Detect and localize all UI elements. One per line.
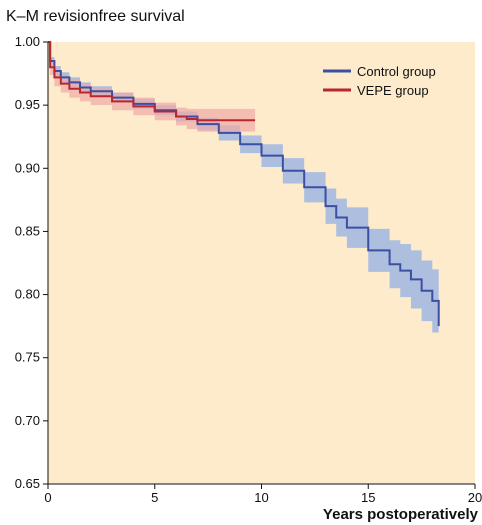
x-tick-label: 15 (361, 490, 375, 505)
x-tick-label: 0 (44, 490, 51, 505)
y-tick-label: 0.85 (15, 223, 40, 238)
y-tick-label: 0.65 (15, 476, 40, 491)
ci-band-vepe (48, 42, 256, 132)
x-tick-label: 10 (254, 490, 268, 505)
x-tick-label: 5 (151, 490, 158, 505)
y-tick-label: 0.80 (15, 287, 40, 302)
legend-label: VEPE group (357, 83, 429, 98)
chart-title: K–M revisionfree survival (6, 8, 185, 25)
x-axis-label: Years postoperatively (323, 506, 479, 523)
x-tick-label: 20 (468, 490, 482, 505)
legend: Control group VEPE group (323, 64, 436, 98)
series-line-vepe (48, 41, 256, 122)
y-tick-label: 1.00 (15, 34, 40, 49)
legend-label: Control group (357, 64, 436, 79)
y-tick-label: 0.75 (15, 350, 40, 365)
series-line-control (48, 41, 440, 327)
y-tick-label: 0.95 (15, 97, 40, 112)
y-tick-label: 0.90 (15, 160, 40, 175)
y-tick-label: 0.70 (15, 413, 40, 428)
